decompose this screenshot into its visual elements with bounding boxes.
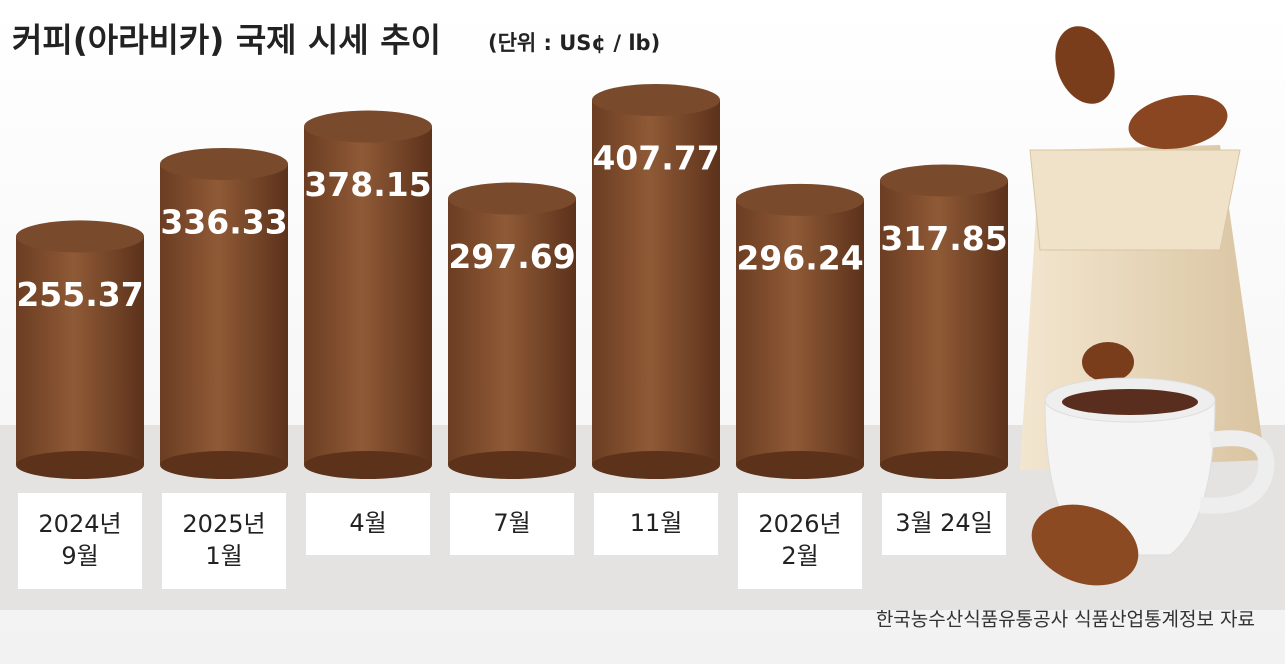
bar-base [304,451,432,479]
value-label: 255.37 [16,275,143,314]
bar-top [448,182,576,215]
bar [592,100,720,465]
coffee-illustration [1020,26,1275,586]
category-box [162,493,286,589]
bar [880,180,1008,465]
bar [160,163,288,465]
bar-base [592,451,720,479]
value-label: 336.33 [160,202,287,241]
category-box [450,493,574,555]
category-box [738,493,862,589]
bar [448,198,576,465]
x-tick-label: 4월 [349,509,386,537]
x-tick-label: 1월 [205,542,242,570]
bar-base [880,451,1008,479]
category-box [18,493,142,589]
bar-base [16,451,144,479]
bar [736,199,864,465]
category-box [594,493,718,555]
value-label: 296.24 [736,238,863,277]
value-label: 297.69 [448,237,575,276]
chart-title: 커피(아라비카) 국제 시세 추이 [12,21,441,60]
value-label: 317.85 [880,219,1007,258]
x-tick-label: 2024년 [38,510,121,538]
bar-base [448,451,576,479]
x-tick-label: 2026년 [758,510,841,538]
x-tick-label: 9월 [61,542,98,570]
bar [16,236,144,465]
bar-top [736,183,864,216]
bar-top [160,147,288,180]
value-label: 407.77 [592,139,719,178]
bar-top [592,84,720,116]
bar [304,126,432,465]
x-tick-label: 3월 24일 [895,509,993,537]
source-note: 한국농수산식품유통공사 식품산업통계정보 자료 [876,609,1255,631]
bar-top [304,110,432,143]
bar-top [16,220,144,253]
chart-subtitle: (단위 : US¢ / lb) [488,31,660,55]
x-tick-label: 2025년 [182,510,265,538]
x-tick-label: 11월 [630,509,683,537]
x-tick-label: 7월 [493,509,530,537]
category-box [306,493,430,555]
bar-top [880,164,1008,197]
category-box [882,493,1006,555]
bar-base [160,451,288,479]
bar-base [736,451,864,479]
value-label: 378.15 [304,165,431,204]
x-tick-label: 2월 [781,542,818,570]
